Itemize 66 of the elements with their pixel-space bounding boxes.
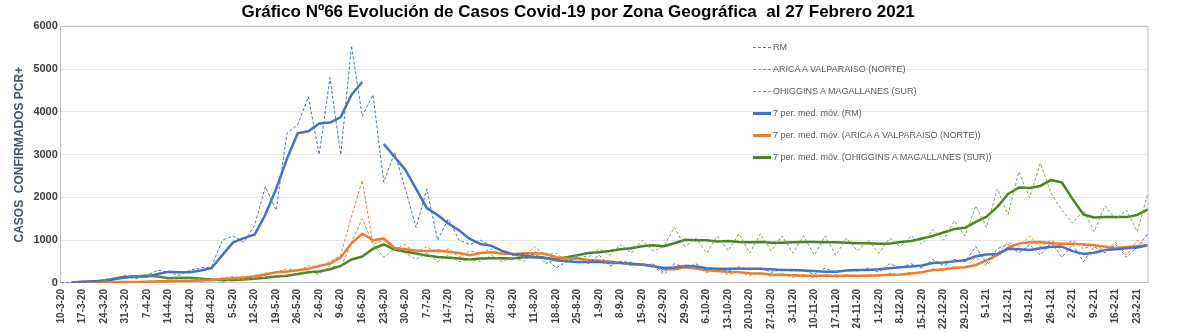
x-tick-label: 12-5-20 xyxy=(248,288,260,324)
x-tick-label: 20-10-20 xyxy=(743,288,755,329)
x-tick-label: 5-5-20 xyxy=(226,288,238,318)
x-tick-label: 10-3-20 xyxy=(54,288,66,324)
x-tick-label: 9-6-20 xyxy=(334,288,346,318)
x-tick-label: 22-9-20 xyxy=(657,288,669,324)
x-tick-label: 25-8-20 xyxy=(571,288,583,324)
x-tick-label: 14-4-20 xyxy=(162,288,174,324)
x-tick-label: 17-3-20 xyxy=(76,288,88,324)
x-tick-label: 15-12-20 xyxy=(915,288,927,329)
x-tick-label: 15-9-20 xyxy=(635,288,647,324)
y-tick-label: 6000 xyxy=(33,19,58,32)
x-tick-label: 26-5-20 xyxy=(291,288,303,324)
y-tick-label: 0 xyxy=(51,276,58,288)
y-tick-label: 4000 xyxy=(33,104,58,117)
x-tick-label: 26-1-21 xyxy=(1044,288,1056,324)
y-tick-label: 2000 xyxy=(33,190,58,203)
chart-title: Gráfico Nº66 Evolución de Casos Covid-19 por Zona Geográfica al 27 Febrero 2021 xyxy=(241,1,915,21)
x-tick-label: 28-7-20 xyxy=(485,288,497,324)
x-tick-label: 16-2-21 xyxy=(1109,288,1121,324)
legend-label: RM xyxy=(773,42,787,53)
x-tick-label: 19-5-20 xyxy=(269,288,281,324)
x-tick-label: 23-2-21 xyxy=(1130,288,1142,324)
x-tick-label: 18-8-20 xyxy=(549,288,561,324)
legend-label: 7 per. med. móv. (RM) xyxy=(773,108,862,119)
x-tick-label: 22-12-20 xyxy=(937,288,949,329)
legend-label: ARICA A VALPARAISO (NORTE) xyxy=(773,64,906,75)
x-tick-label: 21-7-20 xyxy=(463,288,475,324)
x-tick-label: 1-9-20 xyxy=(592,288,604,318)
x-tick-label: 3-11-20 xyxy=(786,288,798,323)
legend-label: OHIGGINS A MAGALLANES (SUR) xyxy=(773,86,917,97)
x-tick-label: 17-11-20 xyxy=(829,288,841,329)
legend-label: 7 per. med. móv. (OHIGGINS A MAGALLANES (SUR)) xyxy=(773,152,992,163)
x-tick-label: 21-4-20 xyxy=(183,288,195,324)
x-tick-label: 7-7-20 xyxy=(420,288,432,318)
x-tick-label: 5-1-21 xyxy=(980,288,992,318)
x-tick-label: 14-7-20 xyxy=(442,288,454,324)
x-tick-label: 12-1-21 xyxy=(1001,288,1013,324)
y-axis-title: CASOS CONFIRMADOS PCR+ xyxy=(11,66,26,243)
x-tick-label: 24-11-20 xyxy=(851,288,863,329)
x-tick-label: 29-9-20 xyxy=(678,288,690,324)
x-tick-label: 8-9-20 xyxy=(614,288,626,318)
x-tick-label: 16-6-20 xyxy=(356,288,367,324)
x-tick-label: 11-8-20 xyxy=(528,288,540,323)
x-tick-label: 19-1-21 xyxy=(1023,288,1035,324)
y-tick-label: 3000 xyxy=(33,147,58,160)
x-tick-label: 30-6-20 xyxy=(399,288,411,324)
x-tick-label: 1-12-20 xyxy=(872,288,884,324)
x-tick-label: 9-2-21 xyxy=(1087,288,1099,318)
x-tick-label: 31-3-20 xyxy=(119,288,131,324)
legend-label: 7 per. med. móv. (ARICA A VALPARAISO (NORTE)) xyxy=(773,130,981,141)
x-tick-label: 10-11-20 xyxy=(808,288,820,329)
x-tick-label: 7-4-20 xyxy=(140,288,152,318)
x-tick-label: 8-12-20 xyxy=(894,288,906,324)
x-tick-label: 23-6-20 xyxy=(377,288,389,324)
x-tick-label: 28-4-20 xyxy=(205,288,217,324)
x-tick-label: 2-6-20 xyxy=(312,288,324,318)
x-tick-label: 29-12-20 xyxy=(958,288,970,329)
y-tick-label: 5000 xyxy=(33,62,58,75)
x-tick-label: 24-3-20 xyxy=(97,288,109,324)
y-tick-label: 1000 xyxy=(33,233,58,246)
x-tick-label: 4-8-20 xyxy=(506,288,518,318)
x-tick-label: 2-2-21 xyxy=(1066,288,1078,318)
x-tick-label: 13-10-20 xyxy=(721,288,733,329)
x-tick-label: 27-10-20 xyxy=(765,288,777,329)
x-tick-label: 6-10-20 xyxy=(700,288,712,324)
